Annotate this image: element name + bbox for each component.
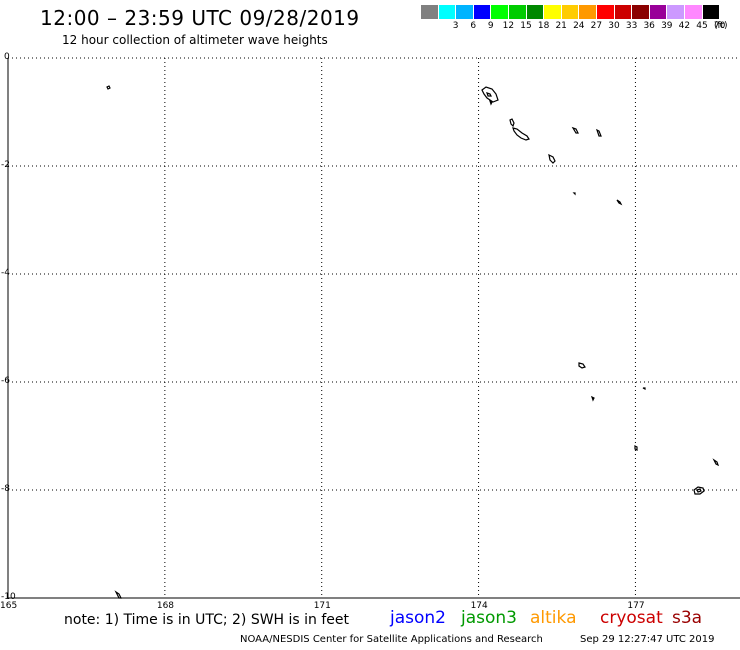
satellite-altika: altika <box>530 608 577 628</box>
legend-labels: 3 6 9 12 15 18 21 24 27 30 33 36 39 42 45 70 <box>421 21 740 33</box>
legend-label: 15 <box>520 21 532 31</box>
legend-label: 27 <box>590 21 603 31</box>
island-outline <box>512 127 530 141</box>
legend-label: 24 <box>573 21 585 31</box>
map-grid <box>7 57 740 599</box>
island-outline <box>488 99 493 106</box>
legend-label: 39 <box>661 21 673 31</box>
island-outline <box>571 126 579 134</box>
island-outline <box>616 199 623 206</box>
legend-swatch <box>614 5 633 19</box>
island-outline <box>693 486 705 495</box>
legend-swatch <box>702 5 721 19</box>
island-outline <box>548 153 556 164</box>
legend-label: 45 <box>696 21 708 31</box>
footer-note: note: 1) Time is in UTC; 2) SWH is in fe… <box>64 612 350 628</box>
legend-swatch <box>473 5 492 19</box>
island-outline <box>578 362 586 369</box>
latitude-label: -4 <box>1 268 10 278</box>
latitude-label: -2 <box>1 160 10 170</box>
satellite-jason2: jason2 <box>390 608 446 628</box>
latitude-label: -10 <box>1 592 16 602</box>
longitude-label: 168 <box>156 601 175 611</box>
credit-line: NOAA/NESDIS Center for Satellite Applica… <box>240 634 543 645</box>
legend-swatch <box>526 5 545 19</box>
longitude-label: 165 <box>0 601 18 611</box>
legend-label: 3 <box>452 21 459 31</box>
legend-swatch <box>544 5 562 19</box>
legend-unit: (ft) <box>714 21 728 31</box>
latitude-label: -8 <box>1 484 10 494</box>
map-title: 12:00 – 23:59 UTC 09/28/2019 <box>40 6 360 30</box>
legend-label: 9 <box>487 21 494 31</box>
legend-label: 33 <box>625 21 638 31</box>
legend-swatch <box>579 5 597 19</box>
legend-swatch <box>667 5 685 19</box>
legend-swatch <box>649 5 668 19</box>
legend-label: 30 <box>608 21 620 31</box>
satellite-cryosat: cryosat <box>600 608 663 628</box>
legend-label: 6 <box>470 21 477 31</box>
legend-label: 36 <box>643 21 655 31</box>
legend-swatch <box>438 5 457 19</box>
legend-swatch <box>684 5 703 19</box>
legend-swatch <box>508 5 527 19</box>
longitude-label: 177 <box>627 601 645 611</box>
legend-swatch <box>632 5 650 19</box>
latitude-label: 0 <box>4 52 10 62</box>
legend-swatch <box>456 5 474 19</box>
latitude-label: -6 <box>1 376 10 386</box>
generated-timestamp: Sep 29 12:27:47 UTC 2019 <box>580 634 715 645</box>
legend-label: 42 <box>678 21 691 31</box>
island-outline <box>509 118 515 128</box>
island-outline <box>572 192 576 196</box>
color-legend <box>421 5 721 19</box>
island-outline <box>114 590 122 599</box>
legend-swatch <box>596 5 615 19</box>
island-outline <box>106 85 111 90</box>
legend-label: 70 <box>713 21 726 31</box>
legend-swatch <box>421 5 439 19</box>
island-outline <box>481 86 499 103</box>
island-outline <box>595 128 602 137</box>
map-subtitle: 12 hour collection of altimeter wave hei… <box>62 33 328 47</box>
legend-swatch <box>491 5 509 19</box>
longitude-label: 174 <box>470 601 488 611</box>
legend-label: 21 <box>555 21 567 31</box>
longitude-label: 171 <box>313 601 331 611</box>
island-outline <box>712 458 720 467</box>
coastlines <box>106 85 720 599</box>
island-outline <box>642 387 646 390</box>
satellite-jason3: jason3 <box>461 608 517 628</box>
island-outline <box>634 445 638 451</box>
satellite-s3a: s3a <box>672 608 703 628</box>
island-outline <box>590 395 595 402</box>
legend-swatch <box>561 5 580 19</box>
legend-label: 12 <box>502 21 515 31</box>
legend-label: 18 <box>537 21 550 31</box>
